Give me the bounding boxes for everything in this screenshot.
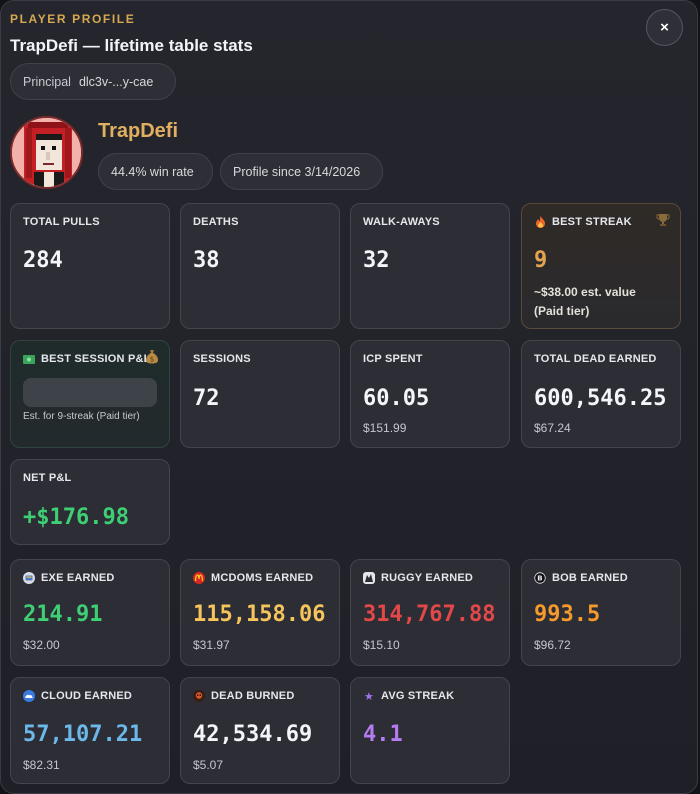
svg-text:$: $ bbox=[150, 356, 154, 364]
stat-value: 72 bbox=[193, 386, 220, 411]
win-rate-badge: 44.4% win rate bbox=[98, 153, 213, 190]
stat-sub: $151.99 bbox=[363, 421, 407, 435]
token-card-cloud: CLOUD EARNED 57,107.21 $82.31 bbox=[10, 677, 170, 784]
stat-card-best-session: BEST SESSION P&L $ Est. for 9-streak (Pa… bbox=[10, 340, 170, 448]
page-title: TrapDefi — lifetime table stats bbox=[10, 36, 253, 55]
token-card-ruggy: RUGGY EARNED 314,767.88 $15.10 bbox=[350, 559, 510, 666]
token-usd: $32.00 bbox=[23, 638, 60, 652]
token-card-mcdoms: MCDOMS EARNED 115,158.06 $31.97 bbox=[180, 559, 340, 666]
token-usd: $82.31 bbox=[23, 758, 60, 772]
token-usd: $96.72 bbox=[534, 638, 571, 652]
stat-value: 600,546.25 bbox=[534, 386, 667, 411]
token-value: 42,534.69 bbox=[193, 722, 313, 747]
stat-card-walk-aways: WALK-AWAYS 32 bbox=[350, 203, 510, 329]
token-value: 993.5 bbox=[534, 602, 601, 627]
fire-icon bbox=[534, 216, 546, 228]
stat-card-total-dead-earned: TOTAL DEAD EARNED 600,546.25 $67.24 bbox=[521, 340, 681, 448]
redacted-value bbox=[23, 378, 157, 407]
stat-label: ICP SPENT bbox=[363, 353, 423, 365]
cash-icon bbox=[23, 353, 35, 365]
mcdoms-token-icon bbox=[193, 572, 205, 584]
stat-card-sessions: SESSIONS 72 bbox=[180, 340, 340, 448]
stat-sub-line1: ~$38.00 est. value bbox=[534, 285, 636, 299]
token-card-exe: EXE EARNED 214.91 $32.00 bbox=[10, 559, 170, 666]
star-icon: ★ bbox=[363, 690, 375, 703]
exe-token-icon bbox=[23, 572, 35, 584]
stat-card-best-streak: BEST STREAK 9 ~$38.00 est. value (Paid t… bbox=[521, 203, 681, 329]
token-label: RUGGY EARNED bbox=[381, 572, 474, 584]
token-usd: $5.07 bbox=[193, 758, 224, 772]
close-button[interactable]: × bbox=[646, 9, 683, 46]
token-value: 115,158.06 bbox=[193, 602, 326, 627]
bob-token-icon: B bbox=[534, 572, 546, 584]
eyebrow-label: PLAYER PROFILE bbox=[10, 12, 136, 26]
token-value: 314,767.88 bbox=[363, 602, 496, 627]
principal-value: dlc3v-...y-cae bbox=[78, 74, 154, 89]
stat-value: 9 bbox=[534, 248, 548, 273]
stat-card-icp-spent: ICP SPENT 60.05 $151.99 bbox=[350, 340, 510, 448]
avatar-pixel-art-icon bbox=[12, 118, 81, 187]
stat-label: SESSIONS bbox=[193, 353, 251, 365]
avatar bbox=[10, 116, 83, 189]
principal-pill[interactable]: Principal dlc3v-...y-cae bbox=[10, 63, 176, 100]
stat-value: 4.1 bbox=[363, 722, 403, 747]
player-name: TrapDefi bbox=[98, 120, 179, 142]
stat-label: DEATHS bbox=[193, 216, 239, 228]
token-usd: $15.10 bbox=[363, 638, 400, 652]
stat-sub: Est. for 9-streak (Paid tier) bbox=[23, 411, 140, 422]
token-label: CLOUD EARNED bbox=[41, 690, 133, 702]
token-card-bob: B BOB EARNED 993.5 $96.72 bbox=[521, 559, 681, 666]
stat-card-deaths: DEATHS 38 bbox=[180, 203, 340, 329]
stat-label: NET P&L bbox=[23, 472, 72, 484]
win-rate-text: 44.4% win rate bbox=[111, 164, 194, 179]
token-label: EXE EARNED bbox=[41, 572, 115, 584]
token-label: BOB EARNED bbox=[552, 572, 628, 584]
stat-label: AVG STREAK bbox=[381, 690, 455, 702]
stat-value: +$176.98 bbox=[23, 505, 129, 530]
token-card-dead-burned: DEAD BURNED 42,534.69 $5.07 bbox=[180, 677, 340, 784]
stat-value: 32 bbox=[363, 248, 390, 273]
token-value: 214.91 bbox=[23, 602, 103, 627]
trophy-icon bbox=[656, 213, 670, 230]
token-label: MCDOMS EARNED bbox=[211, 572, 314, 584]
profile-since-badge: Profile since 3/14/2026 bbox=[220, 153, 383, 190]
token-label: DEAD BURNED bbox=[211, 690, 295, 702]
stat-label: BEST STREAK bbox=[552, 216, 632, 228]
money-bag-icon: $ bbox=[145, 349, 159, 367]
stat-value: 284 bbox=[23, 248, 63, 273]
stat-label: WALK-AWAYS bbox=[363, 216, 440, 228]
stat-value: 60.05 bbox=[363, 386, 430, 411]
stat-card-net-pnl: NET P&L +$176.98 bbox=[10, 459, 170, 545]
stat-label: BEST SESSION P&L bbox=[41, 353, 151, 365]
token-usd: $31.97 bbox=[193, 638, 230, 652]
dead-token-icon bbox=[193, 690, 205, 702]
stat-card-avg-streak: ★ AVG STREAK 4.1 bbox=[350, 677, 510, 784]
stat-value: 38 bbox=[193, 248, 220, 273]
profile-since-text: Profile since 3/14/2026 bbox=[233, 164, 361, 179]
stat-label: TOTAL DEAD EARNED bbox=[534, 353, 657, 365]
stat-sub: $67.24 bbox=[534, 421, 571, 435]
token-value: 57,107.21 bbox=[23, 722, 143, 747]
principal-label: Principal bbox=[23, 74, 71, 89]
stat-card-total-pulls: TOTAL PULLS 284 bbox=[10, 203, 170, 329]
svg-text:B: B bbox=[537, 575, 543, 583]
ruggy-token-icon bbox=[363, 572, 375, 584]
stat-sub-line2: (Paid tier) bbox=[534, 304, 590, 318]
stat-label: TOTAL PULLS bbox=[23, 216, 100, 228]
cloud-token-icon bbox=[23, 690, 35, 702]
